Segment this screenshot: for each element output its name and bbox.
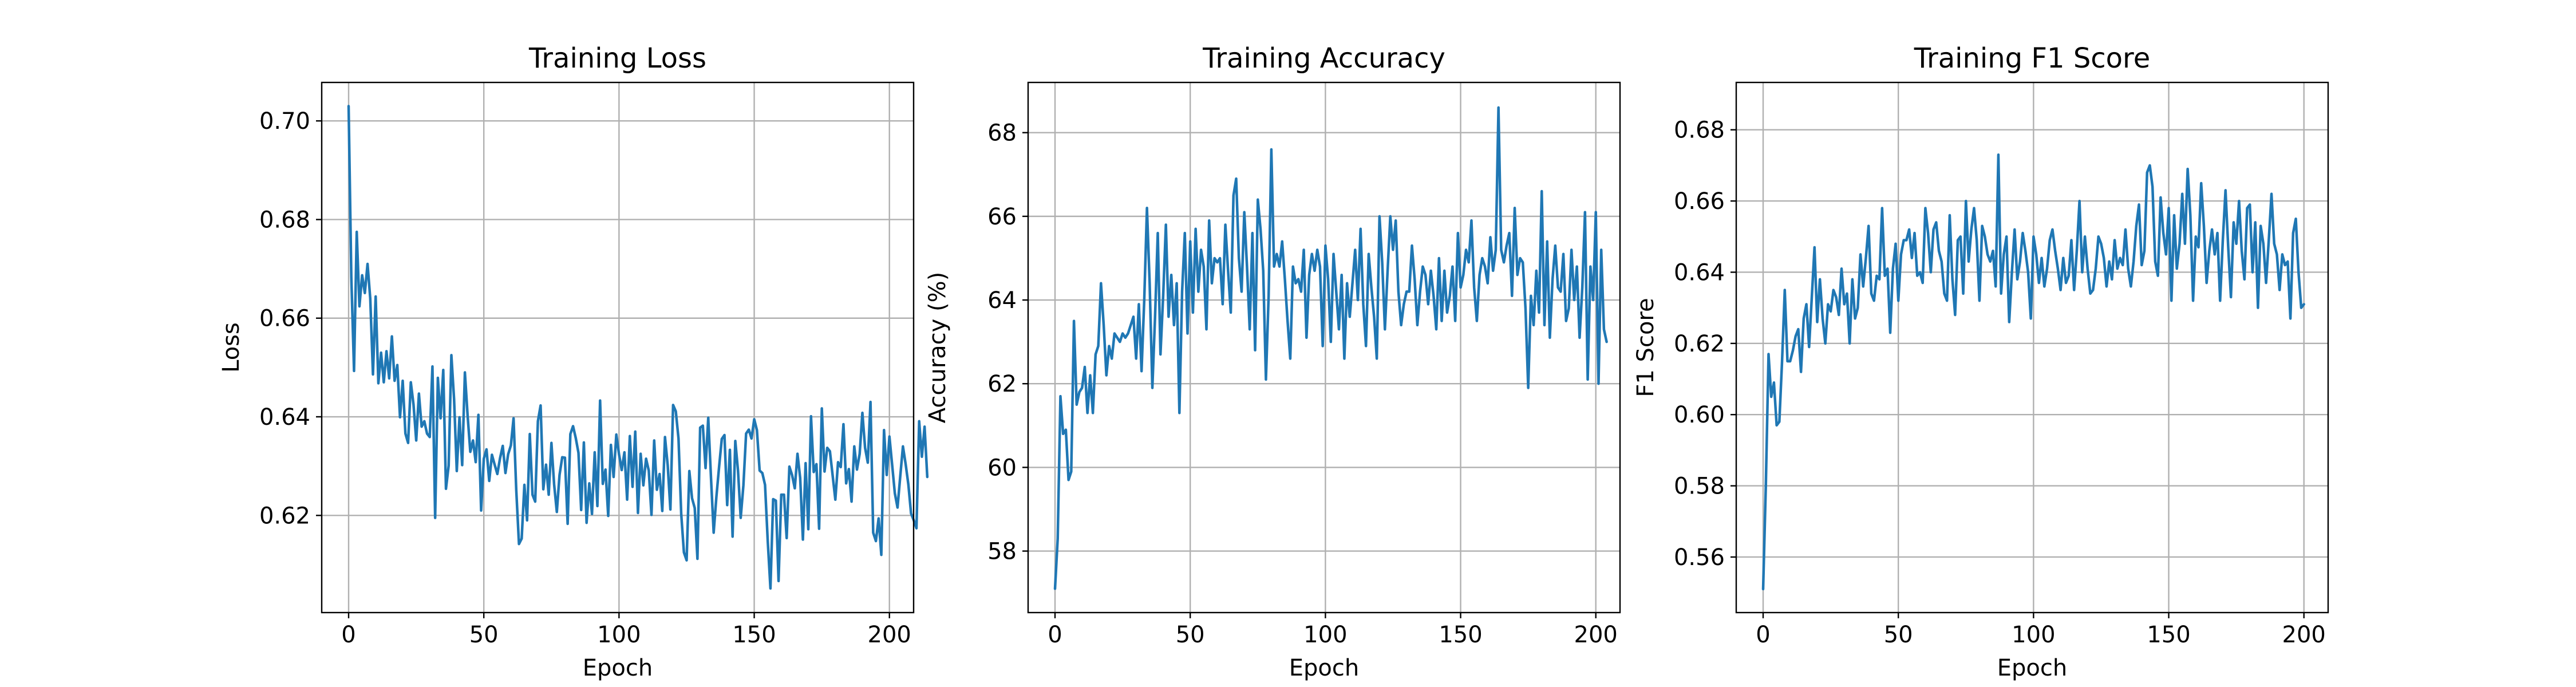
f1-y-tick-label-6: 0.68 bbox=[1674, 117, 1725, 144]
accuracy-x-tick-label-0: 0 bbox=[1048, 622, 1062, 648]
accuracy-x-tick-label-4: 200 bbox=[1574, 622, 1618, 648]
f1-y-axis-label: F1 Score bbox=[1633, 298, 1659, 397]
loss-grid bbox=[322, 82, 914, 613]
f1-y-tick-label-2: 0.60 bbox=[1674, 402, 1725, 428]
accuracy-y-tick-label-1: 60 bbox=[987, 455, 1017, 481]
f1-x-tick-label-4: 200 bbox=[2282, 622, 2326, 648]
f1-x-ticks: 0 50 100 150 200 bbox=[1756, 613, 2326, 648]
loss-y-axis-label: Loss bbox=[218, 322, 244, 373]
f1-y-tick-label-5: 0.66 bbox=[1674, 188, 1725, 215]
loss-x-ticks: 0 50 100 150 200 bbox=[341, 613, 911, 648]
accuracy-x-tick-label-3: 150 bbox=[1439, 622, 1482, 648]
loss-series-line bbox=[347, 105, 929, 590]
loss-x-axis-label: Epoch bbox=[583, 655, 653, 681]
f1-y-tick-label-4: 0.64 bbox=[1674, 259, 1725, 286]
accuracy-y-tick-label-2: 62 bbox=[987, 371, 1017, 397]
f1-x-tick-label-2: 100 bbox=[2012, 622, 2055, 648]
loss-x-tick-label-2: 100 bbox=[597, 622, 641, 648]
loss-x-tick-label-4: 200 bbox=[868, 622, 911, 648]
f1-x-tick-label-3: 150 bbox=[2147, 622, 2190, 648]
f1-line-series bbox=[1761, 153, 2305, 591]
f1-grid bbox=[1736, 82, 2328, 613]
f1-chart-title: Training F1 Score bbox=[1914, 42, 2151, 74]
accuracy-chart-title: Training Accuracy bbox=[1202, 42, 1445, 74]
accuracy-panel: 0 50 100 150 200 58 60 62 64 66 68 Training Accur… bbox=[924, 42, 1621, 681]
accuracy-y-tick-label-0: 58 bbox=[987, 539, 1017, 565]
accuracy-x-tick-label-1: 50 bbox=[1176, 622, 1205, 648]
f1-series-line bbox=[1761, 153, 2305, 591]
loss-x-tick-label-1: 50 bbox=[469, 622, 499, 648]
loss-line-series bbox=[347, 105, 929, 590]
f1-panel: 0 50 100 150 200 0.56 0.58 0.60 0.62 0.64 0.66 0.6… bbox=[1633, 42, 2329, 681]
accuracy-line-series bbox=[1053, 106, 1608, 590]
f1-y-ticks: 0.56 0.58 0.60 0.62 0.64 0.66 0.68 bbox=[1674, 117, 1736, 571]
f1-y-tick-label-1: 0.58 bbox=[1674, 473, 1725, 500]
accuracy-y-axis-label: Accuracy (%) bbox=[924, 272, 951, 424]
f1-x-axis-label: Epoch bbox=[1997, 655, 2067, 681]
accuracy-y-tick-label-3: 64 bbox=[987, 287, 1017, 314]
f1-axes-frame bbox=[1735, 81, 2329, 614]
accuracy-y-ticks: 58 60 62 64 66 68 bbox=[987, 120, 1028, 565]
loss-y-tick-label-1: 0.64 bbox=[259, 404, 310, 431]
loss-axes-frame bbox=[321, 81, 915, 614]
f1-y-tick-label-0: 0.56 bbox=[1674, 544, 1725, 571]
loss-y-tick-label-3: 0.68 bbox=[259, 207, 310, 233]
f1-y-tick-label-3: 0.62 bbox=[1674, 331, 1725, 357]
accuracy-y-tick-label-4: 66 bbox=[987, 204, 1017, 230]
accuracy-series-line bbox=[1053, 106, 1608, 590]
accuracy-x-tick-label-2: 100 bbox=[1303, 622, 1347, 648]
accuracy-grid bbox=[1028, 82, 1620, 613]
loss-y-ticks: 0.62 0.64 0.66 0.68 0.70 bbox=[259, 108, 322, 529]
f1-x-tick-label-1: 50 bbox=[1884, 622, 1913, 648]
loss-y-tick-label-4: 0.70 bbox=[259, 108, 310, 135]
accuracy-axes-frame bbox=[1027, 81, 1621, 614]
accuracy-x-ticks: 0 50 100 150 200 bbox=[1048, 613, 1618, 648]
loss-x-tick-label-3: 150 bbox=[732, 622, 776, 648]
loss-panel: 0 50 100 150 200 0.62 0.64 0.66 0.68 0.70 Traini… bbox=[218, 42, 929, 681]
loss-y-tick-label-2: 0.66 bbox=[259, 306, 310, 332]
loss-chart-title: Training Loss bbox=[528, 42, 706, 74]
f1-x-tick-label-0: 0 bbox=[1756, 622, 1770, 648]
accuracy-y-tick-label-5: 68 bbox=[987, 120, 1017, 147]
loss-x-tick-label-0: 0 bbox=[341, 622, 355, 648]
loss-y-tick-label-0: 0.62 bbox=[259, 503, 310, 529]
accuracy-x-axis-label: Epoch bbox=[1289, 655, 1359, 681]
